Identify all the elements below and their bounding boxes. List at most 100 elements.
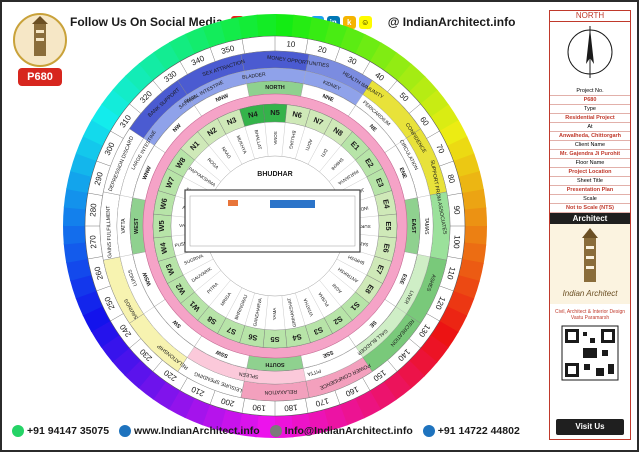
color-band-segment <box>462 189 487 211</box>
color-band-segment <box>430 321 459 349</box>
deity-divider <box>328 270 356 293</box>
deity-divider <box>194 159 222 182</box>
deity-divider <box>244 292 255 326</box>
degree-tick <box>334 47 341 62</box>
degree-label: 100 <box>452 235 462 250</box>
direction-label: EAST <box>410 219 416 234</box>
direction-label: WEST <box>134 217 140 234</box>
pada-label: S6 <box>247 332 258 343</box>
direction-label: NORTH <box>265 85 285 91</box>
website-link[interactable]: www.IndianArchitect.info <box>119 425 260 437</box>
color-band-segment <box>112 75 142 104</box>
degree-label: 170 <box>314 396 330 408</box>
degree-label: 30 <box>346 55 358 67</box>
deity-divider <box>336 258 367 276</box>
degree-tick <box>305 38 309 54</box>
degree-label: 110 <box>445 266 457 281</box>
color-band-segment <box>419 334 449 364</box>
deity-divider <box>194 270 222 293</box>
color-band-segment <box>63 224 86 245</box>
credits-line-2: Vastu Paramarsh <box>570 315 610 321</box>
color-band-segment <box>461 242 487 264</box>
deity-divider <box>208 145 231 173</box>
degree-tick <box>87 192 103 196</box>
title-row-value: Project Location <box>550 168 630 177</box>
deity-divider <box>307 134 325 165</box>
direction-label: ESE <box>398 273 408 286</box>
degree-tick <box>439 160 454 167</box>
deity-label: DITI <box>320 148 329 158</box>
email-link[interactable]: Info@IndianArchitect.info <box>269 425 413 437</box>
visit-us-button[interactable]: Visit Us <box>556 419 624 435</box>
phone-2[interactable]: +91 14722 44802 <box>422 425 520 437</box>
snapchat-icon[interactable]: ☺ <box>358 15 372 29</box>
direction-label: NNW <box>215 93 230 104</box>
direction-label: WSW <box>142 270 153 286</box>
degree-label: 10 <box>286 39 296 49</box>
qr-code-icon[interactable] <box>550 324 630 382</box>
degree-label: 180 <box>283 403 298 413</box>
deity-label: SATYA <box>353 239 369 247</box>
color-band-segment <box>69 274 97 299</box>
phone-2-text: +91 14722 44802 <box>437 425 520 437</box>
degree-tick <box>96 285 111 292</box>
title-row-value: Residential Project <box>550 114 630 123</box>
deity-divider <box>281 295 286 330</box>
title-row-key: Project No. <box>550 87 630 96</box>
contact-footer: +91 94147 35075 www.IndianArchitect.info… <box>12 420 547 442</box>
north-heading: NORTH <box>550 11 630 22</box>
pada-label: W4 <box>158 241 169 255</box>
title-row-key: At <box>550 123 630 132</box>
zone-label: GAINS FULFILLMENT <box>106 205 114 258</box>
organ-label: VATTA <box>121 218 127 234</box>
phone-1-text: +91 94147 35075 <box>27 425 110 437</box>
degree-tick <box>96 160 111 167</box>
deity-divider <box>281 122 286 157</box>
pada-label: E2 <box>363 157 376 170</box>
color-band-segment <box>152 381 180 410</box>
brand-logo: P680 <box>12 10 68 90</box>
direction-label: NW <box>172 122 183 133</box>
follow-text: Follow Us On Social Media <box>70 15 223 29</box>
site-handle[interactable]: @ IndianArchitect.info <box>387 15 516 29</box>
organ-label: LUNGS <box>127 268 139 287</box>
site-plot-inner <box>189 195 356 247</box>
deity-label: NAAG <box>221 146 233 160</box>
color-band-segment <box>185 26 211 54</box>
degree-tick <box>439 285 454 292</box>
degree-label: 80 <box>446 173 457 184</box>
title-row-key: Scale <box>550 195 630 204</box>
project-badge: P680 <box>18 68 62 86</box>
color-band-segment <box>458 171 484 194</box>
color-band-segment <box>383 371 412 401</box>
deity-divider <box>208 279 231 307</box>
koo-icon[interactable]: k <box>342 15 356 29</box>
pada-label: W7 <box>164 176 177 190</box>
color-band-segment <box>453 153 481 178</box>
color-band-segment <box>409 76 439 105</box>
color-band-segment <box>66 170 92 194</box>
color-band-segment <box>63 188 89 210</box>
phone-1[interactable]: +91 94147 35075 <box>12 425 109 437</box>
color-band-segment <box>137 370 167 400</box>
firm-name: Indian Architect <box>563 289 619 298</box>
pada-label: S8 <box>206 314 219 327</box>
pada-label: N5 <box>270 108 280 117</box>
degree-tick <box>110 313 124 322</box>
pada-label: E4 <box>381 198 392 210</box>
deity-divider <box>307 287 325 318</box>
color-band-segment <box>397 63 426 93</box>
degree-tick <box>87 256 103 260</box>
deity-label: BHUJAG <box>288 130 297 150</box>
degree-label: 290 <box>93 171 105 187</box>
deity-label: BHRISH <box>347 254 365 265</box>
direction-label: NNE <box>321 93 334 103</box>
color-band-segment <box>219 409 243 435</box>
color-band-segment <box>408 348 438 377</box>
north-arrow-icon <box>567 26 613 78</box>
zone-label: ASHES <box>425 273 437 292</box>
title-block: NORTH Project No. P680 Type Residential Pro… <box>549 10 631 440</box>
center-label: BHUDHAR <box>257 171 292 178</box>
